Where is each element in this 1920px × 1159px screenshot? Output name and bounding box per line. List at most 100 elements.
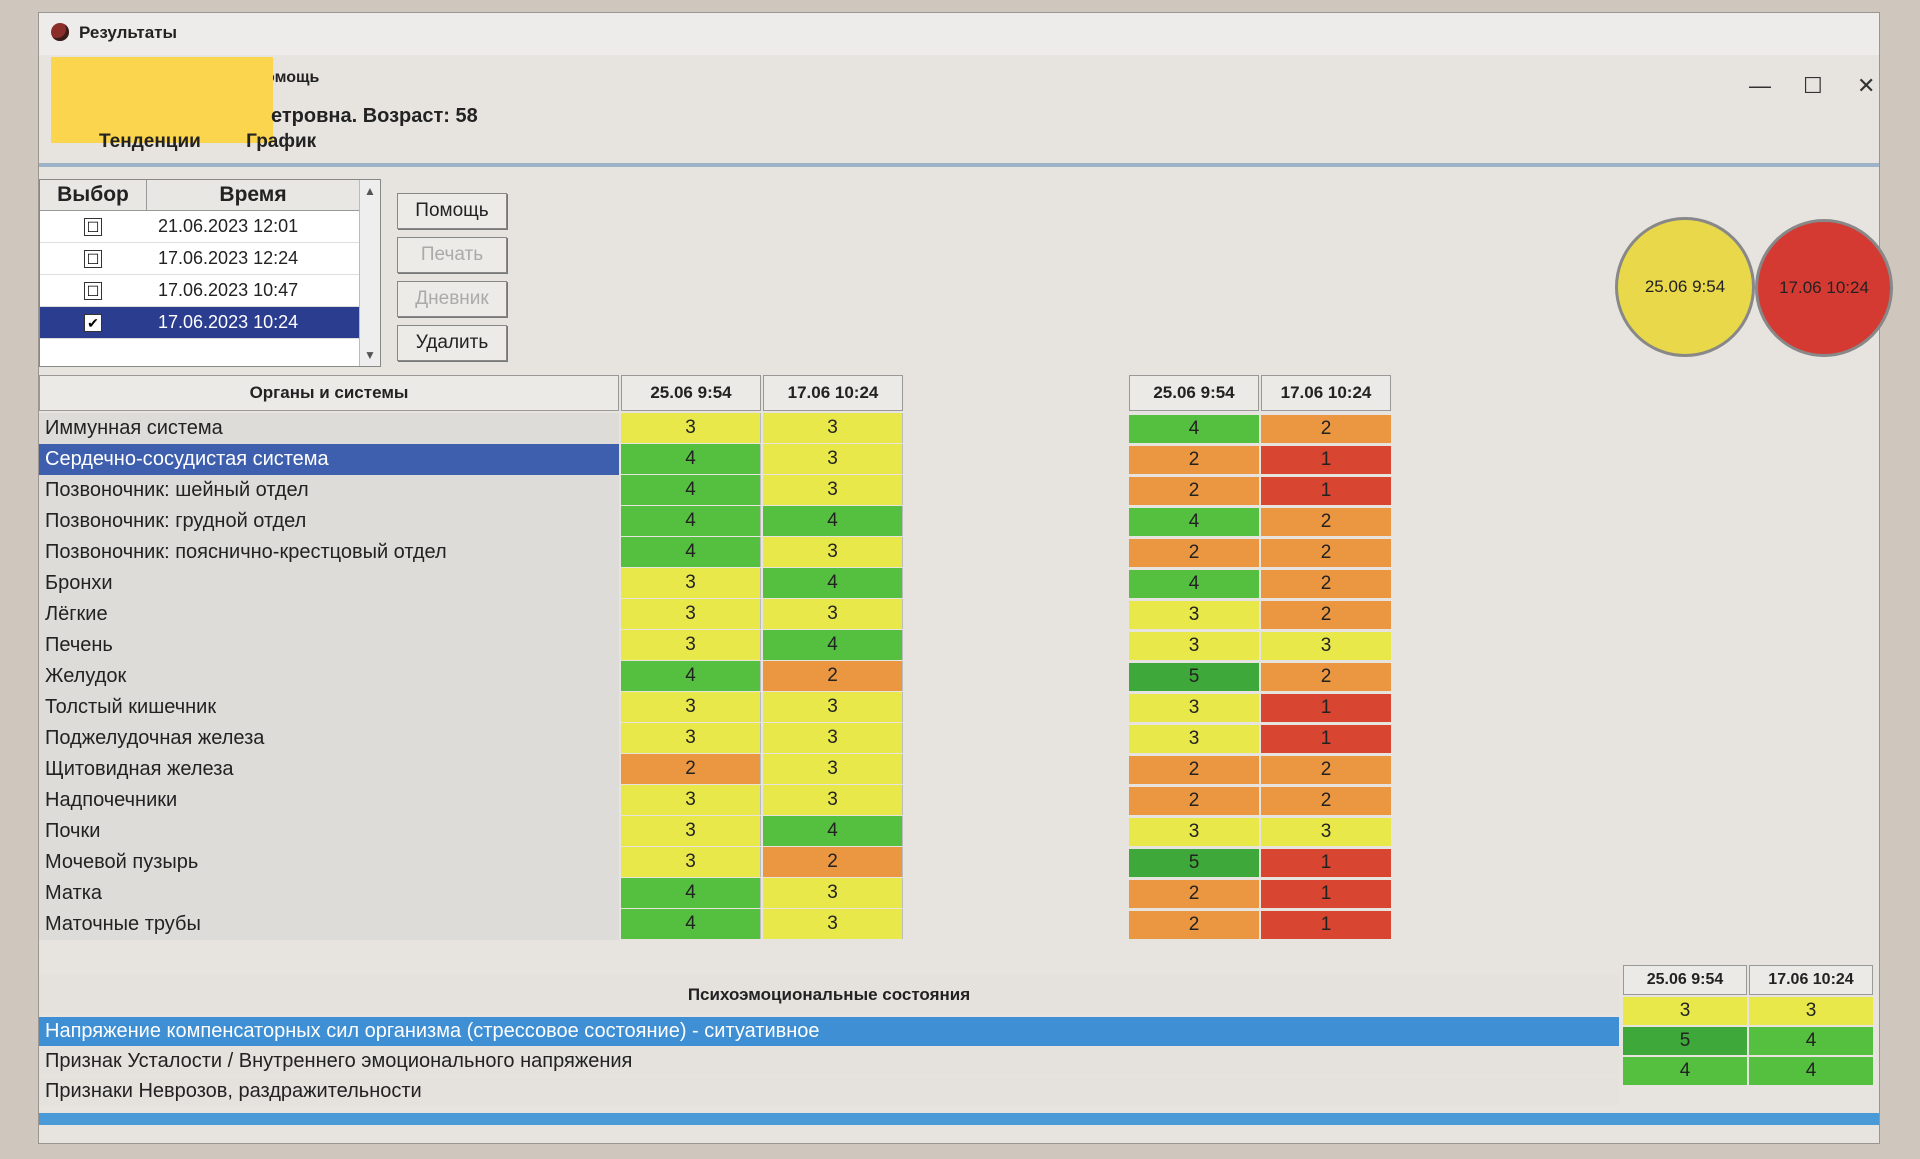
organ-score-cell: 4	[621, 475, 761, 505]
session-checkbox[interactable]: ☐	[84, 249, 102, 268]
organ-score-cell: 3	[763, 723, 903, 753]
sessions-scrollbar[interactable]: ▲ ▼	[359, 180, 380, 366]
organ-trend-cell: 2	[1129, 880, 1259, 908]
organ-trend-cell: 3	[1261, 632, 1391, 660]
session-row[interactable]: ☐ 17.06.2023 10:47	[40, 275, 380, 307]
column-header-date2: 17.06 10:24	[763, 375, 903, 411]
session-row[interactable]: ☐ 17.06.2023 12:24	[40, 243, 380, 275]
print-button[interactable]: Печать	[397, 237, 507, 273]
session-row-selected[interactable]: ✔ 17.06.2023 10:24	[40, 307, 380, 339]
organ-score-cell: 3	[763, 878, 903, 908]
session-row[interactable]: ☐ 21.06.2023 12:01	[40, 211, 380, 243]
organ-trend-cell: 2	[1129, 911, 1259, 939]
organ-trend-cell: 3	[1129, 818, 1259, 846]
menu-item-help[interactable]: омощь	[265, 69, 320, 86]
organ-score-cell: 3	[621, 413, 761, 443]
organ-row[interactable]: Матка	[39, 878, 619, 909]
organ-row[interactable]: Поджелудочная железа	[39, 723, 619, 754]
organ-trend-cell: 3	[1261, 818, 1391, 846]
session-checkbox[interactable]: ☐	[84, 281, 102, 300]
organ-trend-cell: 3	[1129, 632, 1259, 660]
organ-row[interactable]: Маточные трубы	[39, 909, 619, 940]
organ-trend-cell: 1	[1261, 725, 1391, 753]
organ-score-cell: 3	[763, 909, 903, 939]
organ-score-cell: 2	[763, 847, 903, 877]
organ-score-cell: 4	[763, 816, 903, 846]
psycho-header: Психоэмоциональные состояния	[39, 975, 1619, 1015]
organ-row[interactable]: Бронхи	[39, 568, 619, 599]
close-icon[interactable]: ✕	[1857, 73, 1876, 98]
organ-trend-cell: 3	[1129, 601, 1259, 629]
column-header-time[interactable]: Время	[147, 180, 360, 210]
organ-score-cell: 3	[621, 599, 761, 629]
organ-row[interactable]: Лёгкие	[39, 599, 619, 630]
organ-row[interactable]: Сердечно-сосудистая система	[39, 444, 619, 475]
scroll-up-icon[interactable]: ▲	[364, 184, 376, 198]
psycho-row[interactable]: Признаки Неврозов, раздражительности	[39, 1077, 1619, 1106]
organ-trend-cell: 1	[1261, 694, 1391, 722]
organ-trend-cell: 2	[1129, 756, 1259, 784]
delete-button[interactable]: Удалить	[397, 325, 507, 361]
organ-trend-cell: 2	[1261, 570, 1391, 598]
session-checkbox[interactable]: ✔	[84, 313, 102, 332]
organ-row[interactable]: Печень	[39, 630, 619, 661]
organ-trend-cell: 5	[1129, 663, 1259, 691]
tab-graph[interactable]: График	[246, 131, 317, 152]
menu-bar: омощь	[39, 65, 1879, 93]
help-button[interactable]: Помощь	[397, 193, 507, 229]
right-column-header-date1: 25.06 9:54	[1129, 375, 1259, 411]
organ-trend-cell: 4	[1129, 570, 1259, 598]
organ-trend-cell: 1	[1261, 446, 1391, 474]
title-bar: Результаты	[39, 13, 1879, 55]
psycho-column-date2: 17.06 10:24	[1749, 965, 1873, 995]
organ-score-cell: 4	[621, 909, 761, 939]
organ-trend-cell: 2	[1261, 756, 1391, 784]
organ-trend-cell: 2	[1129, 539, 1259, 567]
psycho-score-cell: 5	[1623, 1027, 1747, 1055]
psycho-row[interactable]: Напряжение компенсаторных сил организма …	[39, 1017, 1619, 1046]
psycho-score-cell: 4	[1749, 1027, 1873, 1055]
organ-row[interactable]: Мочевой пузырь	[39, 847, 619, 878]
organ-score-cell: 3	[621, 568, 761, 598]
organ-row[interactable]: Почки	[39, 816, 619, 847]
organ-score-cell: 3	[621, 785, 761, 815]
session-checkbox[interactable]: ☐	[84, 217, 102, 236]
minimize-icon[interactable]: —	[1749, 73, 1771, 98]
organ-trend-cell: 1	[1261, 849, 1391, 877]
organ-row[interactable]: Толстый кишечник	[39, 692, 619, 723]
organs-table: Органы и системы 25.06 9:54 17.06 10:24 …	[39, 375, 1391, 975]
organ-score-cell: 3	[763, 475, 903, 505]
scroll-down-icon[interactable]: ▼	[364, 348, 376, 362]
organ-trend-cell: 2	[1261, 415, 1391, 443]
psycho-row[interactable]: Признак Усталости / Внутреннего эмоциона…	[39, 1047, 1619, 1076]
organ-score-cell: 3	[621, 692, 761, 722]
organ-trend-cell: 1	[1261, 911, 1391, 939]
window-title: Результаты	[79, 23, 178, 42]
sessions-list[interactable]: Выбор Время ☐ 21.06.2023 12:01 ☐ 17.06.2…	[39, 179, 381, 367]
organ-row[interactable]: Позвоночник: шейный отдел	[39, 475, 619, 506]
organ-score-cell: 4	[621, 878, 761, 908]
tab-trends[interactable]: Тенденции	[99, 131, 201, 152]
organ-score-cell: 3	[763, 413, 903, 443]
organ-row[interactable]: Щитовидная железа	[39, 754, 619, 785]
diary-button[interactable]: Дневник	[397, 281, 507, 317]
app-icon	[51, 23, 69, 41]
organ-row[interactable]: Иммунная система	[39, 413, 619, 444]
column-header-select[interactable]: Выбор	[40, 180, 147, 210]
divider	[39, 163, 1879, 167]
column-header-date1: 25.06 9:54	[621, 375, 761, 411]
organ-row[interactable]: Позвоночник: пояснично-крестцовый отдел	[39, 537, 619, 568]
patient-info: етровна. Возраст: 58	[271, 105, 478, 127]
maximize-icon[interactable]: ☐	[1803, 73, 1823, 98]
organ-score-cell: 3	[763, 444, 903, 474]
organ-row[interactable]: Позвоночник: грудной отдел	[39, 506, 619, 537]
psycho-score-cell: 4	[1749, 1057, 1873, 1085]
organ-score-cell: 3	[621, 847, 761, 877]
organ-score-cell: 3	[621, 723, 761, 753]
organ-score-cell: 3	[763, 537, 903, 567]
organ-score-cell: 2	[763, 661, 903, 691]
organ-row[interactable]: Желудок	[39, 661, 619, 692]
session-circle-2: 17.06 10:24	[1755, 219, 1893, 357]
organ-row[interactable]: Надпочечники	[39, 785, 619, 816]
organ-score-cell: 3	[763, 599, 903, 629]
